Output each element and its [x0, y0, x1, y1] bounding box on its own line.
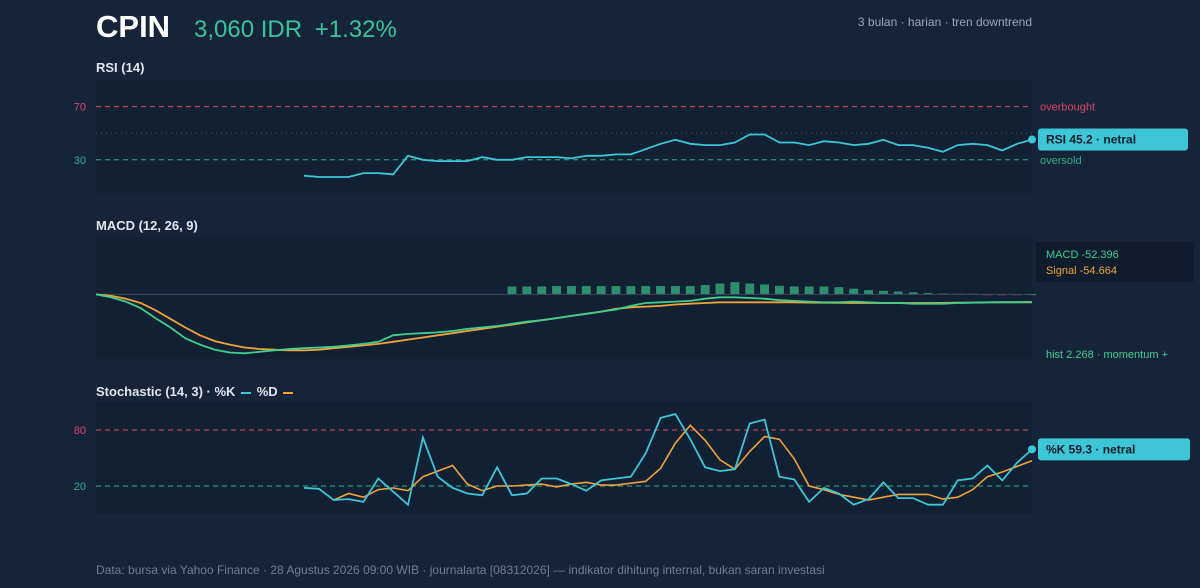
- macd-hist-bar: [567, 286, 576, 295]
- stoch-d-line: [333, 424, 1033, 501]
- macd-hist-bar: [923, 293, 933, 295]
- macd-title: MACD (12, 26, 9): [96, 218, 198, 233]
- macd-hist-bar: [611, 286, 621, 295]
- macd-hist-bar: [581, 286, 591, 295]
- macd-hist-bar: [641, 286, 651, 295]
- stoch-plot: 80 20 %K 59.3 · netral: [74, 413, 1190, 507]
- rsi-last-point: [1028, 135, 1036, 144]
- macd-hist-bar: [507, 286, 517, 295]
- macd-hist-bar: [730, 282, 740, 295]
- rsi-badge: [1038, 128, 1188, 151]
- rsi-tick-70: 70: [74, 102, 86, 114]
- macd-hist-bar: [537, 286, 547, 295]
- macd-hist-bar: [552, 286, 561, 295]
- macd-hist-bar: [685, 286, 695, 295]
- macd-hist-bar: [700, 285, 710, 295]
- rsi-line: [303, 133, 1033, 178]
- macd-hist-bar: [849, 288, 859, 295]
- macd-hist-bar: [834, 287, 844, 295]
- macd-legend-box: [1036, 242, 1194, 282]
- rsi-title: RSI (14): [96, 60, 145, 75]
- stoch-badge: [1038, 438, 1190, 461]
- stoch-d-swatch: [283, 391, 294, 394]
- stoch-panel: [96, 402, 1032, 514]
- stoch-tick-80: 80: [74, 425, 86, 437]
- rsi-level-label-70: overbought: [1040, 102, 1095, 114]
- macd-hist-bar: [804, 286, 814, 295]
- macd-hist-bar: [775, 285, 784, 295]
- stoch-k-line: [303, 413, 1033, 507]
- macd-hist-bar: [656, 286, 665, 295]
- rsi-panel: [96, 80, 1032, 193]
- macd-hist-bar: [908, 292, 918, 295]
- rsi-plot: 70 overbought 30 oversold RSI 45.2 · netral: [74, 102, 1188, 178]
- macd-hist-note: hist 2.268 · momentum +: [1046, 349, 1168, 361]
- macd-hist-bar: [760, 284, 769, 295]
- chart-meta: 3 bulan · harian · tren downtrend: [857, 15, 1032, 29]
- macd-panel: [96, 237, 1032, 359]
- stoch-title-text: Stochastic (14, 3) · %K: [96, 384, 236, 399]
- macd-hist-bar: [879, 290, 888, 295]
- stoch-last-point: [1028, 445, 1036, 454]
- macd-hist-bar: [819, 286, 829, 295]
- macd-hist-bar: [671, 286, 680, 295]
- macd-hist-bar: [789, 286, 799, 295]
- macd-legend-signal: Signal -54.664: [1046, 265, 1117, 277]
- macd-hist-bar: [864, 290, 873, 295]
- macd-hist-bar: [596, 286, 606, 295]
- rsi-tick-30: 30: [74, 155, 86, 167]
- macd-line: [95, 293, 1033, 355]
- price-change: +1.32%: [314, 16, 397, 43]
- stoch-k-swatch: [241, 391, 252, 394]
- ticker-symbol: CPIN: [96, 9, 171, 44]
- rsi-level-label-30: oversold: [1040, 155, 1082, 167]
- macd-hist-bar: [626, 286, 636, 295]
- macd-hist-bar: [997, 294, 1007, 296]
- macd-hist-bar: [522, 286, 532, 295]
- footer-source: Data: bursa via Yahoo Finance · 28 Agust…: [96, 563, 825, 577]
- macd-plot: MACD -52.396 Signal -54.664 hist 2.268 · m…: [95, 242, 1194, 361]
- stoch-tick-20: 20: [74, 481, 86, 493]
- price-quote: 3,060 IDR +1.32%: [194, 16, 403, 44]
- stoch-d-label: %D: [256, 384, 278, 399]
- macd-hist-bar: [715, 283, 725, 295]
- macd-hist-bar: [893, 291, 903, 295]
- macd-legend-macd: MACD -52.396: [1046, 249, 1119, 261]
- stoch-title: Stochastic (14, 3) · %K %D: [96, 384, 295, 399]
- rsi-badge-text: RSI 45.2 · netral: [1046, 133, 1136, 147]
- price-value: 3,060 IDR: [194, 16, 303, 43]
- stoch-badge-text: %K 59.3 · netral: [1046, 442, 1135, 456]
- macd-hist-bar: [745, 283, 755, 295]
